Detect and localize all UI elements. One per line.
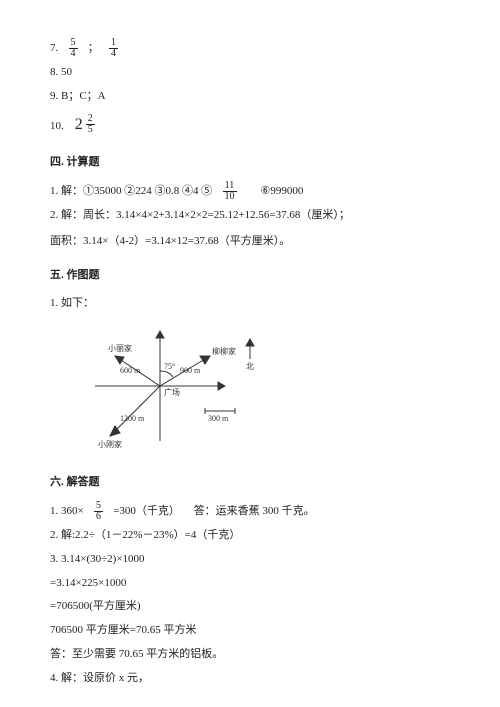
answer-9: 9. B；C；A [50,87,450,107]
sec4-l1a: 1. 解：①35000 ②224 ③0.8 ④4 ⑤ [50,185,212,197]
answer-10: 10. 2 2 5 [50,111,450,140]
sec6-line4: =3.14×225×1000 [50,574,450,594]
sec6-line7: 答：至少需要 70.65 平方米的铝板。 [50,645,450,665]
sec6-line8: 4. 解：设原价 x 元， [50,669,450,689]
sec4-l1b: ⑥999000 [261,185,304,197]
answer-8: 8. 50 [50,63,450,83]
sec6-line2: 2. 解:2.2÷（1－22%－23%）=4（千克） [50,526,450,546]
label-top-left: 小丽家 [108,343,132,353]
scale-label: 300 m [208,414,229,423]
measure-angle: 75° [164,362,175,371]
section-6-title: 六. 解答题 [50,473,450,493]
sec6-line5: =706500(平方厘米) [50,597,450,617]
q7-label: 7. [50,42,58,54]
sec6-l1c: 答：运来香蕉 300 千克。 [194,505,315,517]
fraction-2-5: 2 5 [86,114,95,135]
answer-7: 7. 5 4 ； 1 4 [50,38,450,59]
sec6-line3: 3. 3.14×(30÷2)×1000 [50,550,450,570]
measure-right: 900 m [180,366,201,375]
fraction-5-4: 5 4 [69,38,78,59]
label-bottom-left: 小刚家 [98,439,122,449]
north-label: 北 [246,362,254,371]
sec6-l1b: =300（千克） [113,505,180,517]
section-5-title: 五. 作图题 [50,266,450,286]
sec4-line2: 2. 解：周长：3.14×4×2+3.14×2×2=25.12+12.56=37… [50,206,450,226]
direction-diagram: 小丽家 柳柳家 小刚家 广场 600 m 900 m 1200 m 75° 30… [80,321,450,459]
fraction-1-4: 1 4 [109,38,118,59]
measure-left: 600 m [120,366,141,375]
label-center: 广场 [164,387,180,397]
sec4-line1: 1. 解：①35000 ②224 ③0.8 ④4 ⑤ 11 10 ⑥999000 [50,181,450,202]
mixed-number: 2 2 5 [75,111,97,140]
q10-label: 10. [50,120,64,132]
sec4-line3: 面积：3.14×（4-2）=3.14×12=37.68（平方厘米）。 [50,232,450,252]
separator: ； [88,42,99,54]
sec6-line1: 1. 360× 5 6 =300（千克） 答：运来香蕉 300 千克。 [50,501,450,522]
sec6-line6: 706500 平方厘米=70.65 平方米 [50,621,450,641]
fraction-5-6: 5 6 [94,501,103,522]
measure-bottom: 1200 m [120,414,145,423]
diagram-svg: 小丽家 柳柳家 小刚家 广场 600 m 900 m 1200 m 75° 30… [80,321,280,451]
fraction-11-10: 11 10 [223,181,237,202]
sec6-l1a: 1. 360× [50,505,84,517]
label-top-right: 柳柳家 [212,346,236,356]
sec5-line1: 1. 如下： [50,294,450,314]
section-4-title: 四. 计算题 [50,153,450,173]
